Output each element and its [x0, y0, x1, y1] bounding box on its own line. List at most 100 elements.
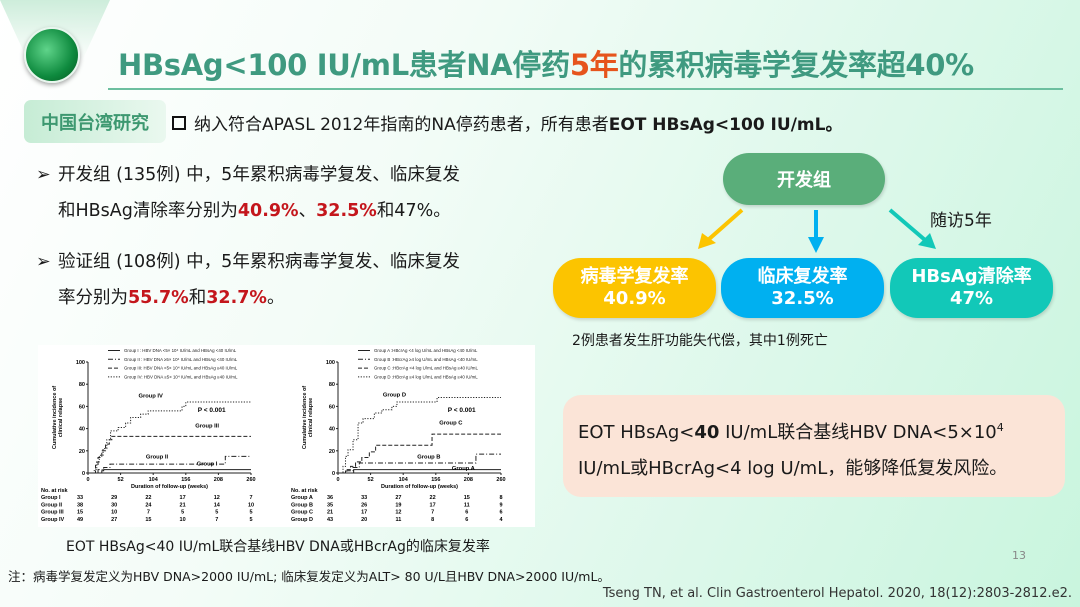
chart-hbv-dna: 0 20 40 60 80 100 0 52 104 156 208 260 Duration of f…	[41, 348, 256, 523]
legend-entry: Group C :HBcrAg <4 log U/mL and HBsAg ≥4…	[374, 366, 478, 371]
risk-value: 30	[111, 502, 117, 508]
risk-value: 7	[431, 510, 434, 516]
bullet-line: 和HBsAg清除率分别为40.9%、32.5%和47%。	[58, 201, 451, 221]
y-tick-label: 0	[82, 471, 85, 477]
figure-caption: EOT HBsAg<40 IU/mL联合基线HBV DNA或HBcrAg的临床复…	[66, 539, 490, 555]
y-tick-label: 80	[329, 382, 335, 388]
series-label: Group I	[197, 461, 218, 467]
result-value: 47%	[949, 288, 994, 309]
x-tick-label: 208	[214, 477, 223, 483]
y-tick-label: 100	[326, 360, 335, 366]
study-tag: 中国台湾研究	[24, 100, 166, 143]
x-axis-label: Duration of follow-up (weeks)	[131, 484, 208, 490]
result-value: 32.5%	[771, 288, 834, 309]
p-value-annotation: P < 0.001	[448, 407, 476, 414]
series-label: Group II	[146, 455, 169, 461]
y-tick-label: 40	[79, 427, 85, 433]
series-line-group-ii	[88, 455, 251, 474]
conclusion-box: EOT HBsAg<40 IU/mL联合基线HBV DNA<5×104 IU/m…	[563, 395, 1065, 497]
result-clinical-relapse: 临床复发率 32.5%	[721, 258, 884, 318]
title-text: HBsAg<100 IU/mL患者NA停药	[118, 48, 570, 82]
risk-value: 24	[145, 502, 152, 508]
risk-value: 5	[181, 510, 184, 516]
legend-entry: Group I : HBV DNA <5× 10⁴ IU/mL and HBsA…	[124, 348, 237, 353]
risk-value: 10	[248, 502, 254, 508]
risk-value: 17	[361, 510, 367, 516]
risk-value: 22	[430, 495, 436, 501]
result-virologic-relapse: 病毒学复发率 40.9%	[553, 258, 716, 318]
risk-value: 36	[327, 495, 333, 501]
diagram-arrows	[698, 208, 936, 253]
series-label: Group B	[417, 455, 440, 461]
risk-row-label: Group II	[41, 502, 63, 508]
x-tick-label: 52	[368, 477, 374, 483]
risk-value: 7	[249, 495, 252, 501]
series-label: Group A	[452, 466, 476, 472]
y-tick-label: 20	[329, 449, 335, 455]
value-virologic: 40.9%	[237, 201, 299, 221]
risk-value: 35	[327, 502, 333, 508]
title-highlight: 5年	[569, 48, 619, 82]
risk-value: 12	[395, 510, 401, 516]
x-tick-label: 208	[464, 477, 473, 483]
arrow-teal-icon	[888, 208, 936, 249]
title-divider	[108, 88, 1063, 90]
risk-row-label: Group III	[41, 510, 64, 516]
y-tick-label: 0	[332, 471, 335, 477]
diagram-note: 2例患者发生肝功能失代偿，其中1例死亡	[572, 333, 828, 349]
risk-value: 22	[145, 495, 151, 501]
x-tick-label: 104	[399, 477, 409, 483]
bullet-line: 开发组 (135例) 中，5年累积病毒学复发、临床复发	[58, 165, 460, 185]
risk-value: 19	[395, 502, 401, 508]
risk-value: 33	[77, 495, 83, 501]
risk-value: 7	[147, 510, 150, 516]
risk-value: 6	[499, 510, 502, 516]
page-title: HBsAg<100 IU/mL患者NA停药5年的累积病毒学复发率超40%	[118, 42, 974, 84]
risk-value: 9	[499, 502, 502, 508]
risk-value: 14	[214, 502, 221, 508]
title-text-end: 的累积病毒学复发率超40%	[618, 48, 974, 82]
risk-value: 43	[327, 517, 333, 523]
risk-value: 38	[77, 502, 83, 508]
risk-value: 12	[214, 495, 220, 501]
y-axis-label: Cumulative incidence ofclinical relapse	[302, 386, 314, 449]
risk-value: 20	[361, 517, 367, 523]
x-tick-label: 52	[118, 477, 124, 483]
risk-value: 11	[464, 502, 470, 508]
legend-entry: Group III: HBV DNA <5× 10⁴ IU/mL and HBs…	[124, 366, 238, 371]
kaplan-meier-figures: 0 20 40 60 80 100 0 52 104 156 208 260 Duration of f…	[38, 345, 535, 527]
y-tick-label: 60	[329, 404, 335, 410]
series-line-group-c	[338, 433, 501, 474]
y-axis-label: Cumulative incidence ofclinical relapse	[52, 386, 64, 449]
risk-row-label: Group IV	[41, 517, 65, 523]
arrow-bullet-icon: ➢	[36, 165, 51, 185]
result-hbsag-loss: HBsAg清除率 47%	[890, 258, 1053, 318]
risk-row-label: Group D	[291, 517, 313, 523]
risk-row-label: Group B	[291, 502, 313, 508]
conclusion-line-2: IU/mL或HBcrAg<4 log U/mL，能够降低复发风险。	[578, 458, 1008, 479]
series-label: Group IV	[138, 394, 163, 400]
risk-value: 15	[145, 517, 151, 523]
series-label: Group C	[439, 420, 463, 426]
risk-value: 17	[180, 495, 186, 501]
x-tick-label: 156	[181, 477, 190, 483]
footnote: 注：病毒学复发定义为HBV DNA>2000 IU/mL; 临床复发定义为ALT…	[8, 569, 610, 584]
p-value-annotation: P < 0.001	[198, 407, 226, 414]
risk-value: 21	[327, 510, 333, 516]
y-tick-label: 20	[79, 449, 85, 455]
risk-row-label: Group I	[41, 495, 61, 501]
bullet-development: ➢ 开发组 (135例) 中，5年累积病毒学复发、临床复发 和HBsAg清除率分…	[36, 157, 536, 229]
value-clinical: 32.7%	[206, 288, 267, 308]
legend-entry: Group A :HBcrAg <4 log U/mL and HBsAg <4…	[374, 348, 478, 353]
citation: Tseng TN, et al. Clin Gastroenterol Hepa…	[602, 586, 1072, 601]
intro-text: 纳入符合APASL 2012年指南的NA停药患者，所有患者	[194, 115, 609, 135]
risk-value: 8	[431, 517, 434, 523]
series-line-group-i	[88, 469, 251, 474]
y-tick-label: 40	[329, 427, 335, 433]
risk-value: 6	[465, 510, 468, 516]
risk-value: 17	[430, 502, 436, 508]
risk-value: 15	[464, 495, 470, 501]
risk-value: 11	[395, 517, 401, 523]
x-tick-label: 260	[246, 477, 255, 483]
